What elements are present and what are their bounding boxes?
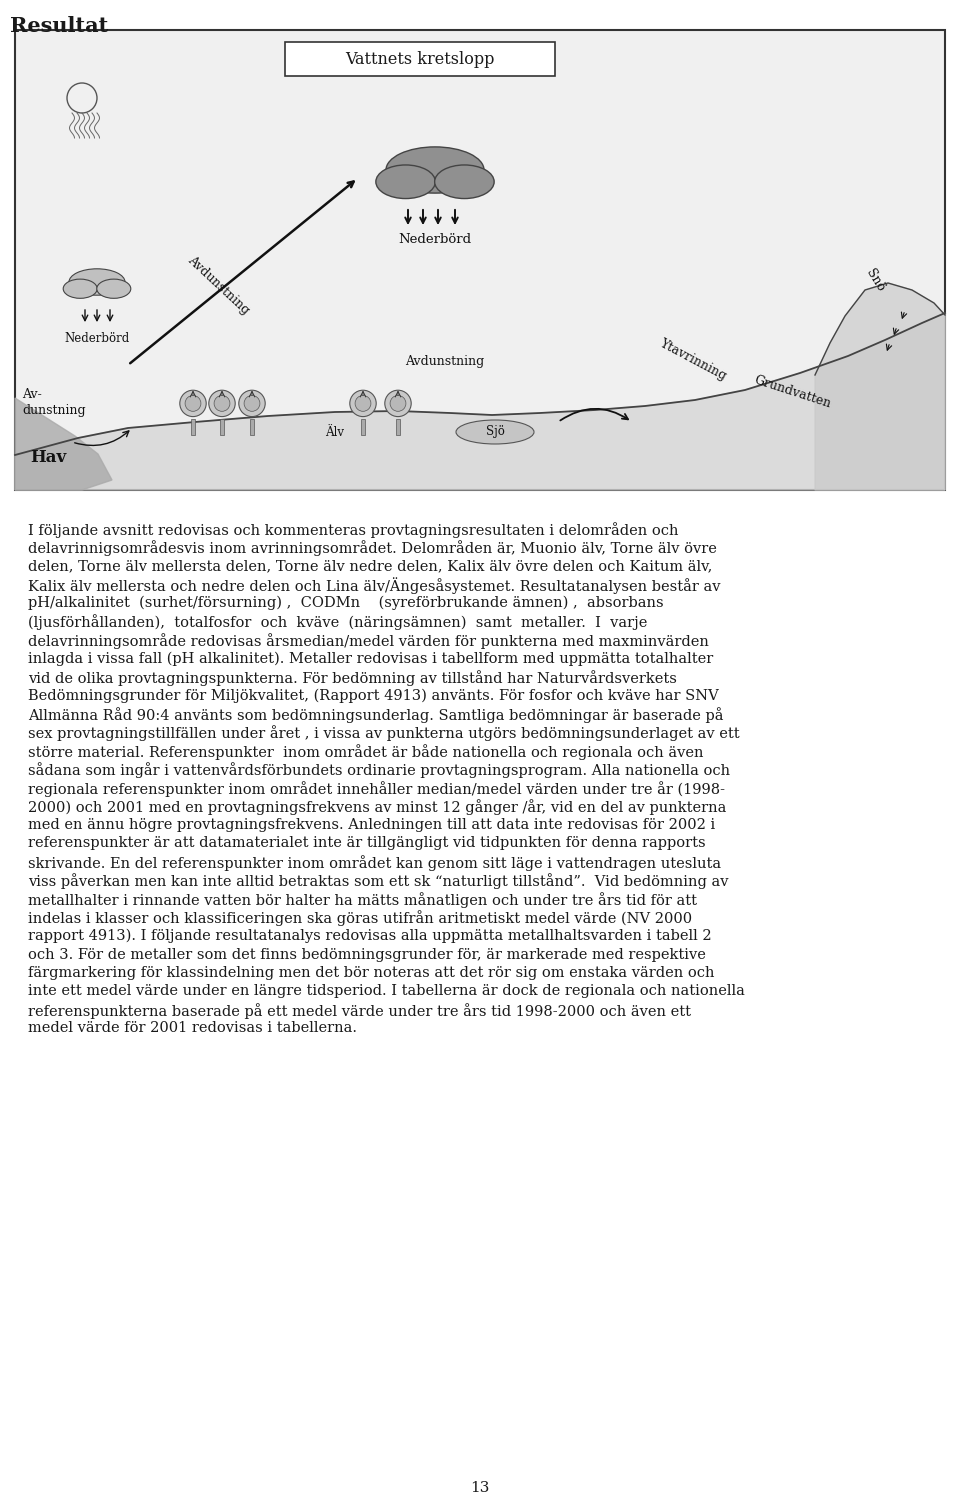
Text: större material. Referenspunkter  inom området är både nationella och regionala : större material. Referenspunkter inom om… xyxy=(28,744,704,761)
Circle shape xyxy=(355,395,371,412)
Text: referenspunkterna baserade på ett medel värde under tre års tid 1998-2000 och äv: referenspunkterna baserade på ett medel … xyxy=(28,1003,691,1019)
Ellipse shape xyxy=(63,279,97,299)
Text: Resultat: Resultat xyxy=(10,17,108,36)
Text: medel värde för 2001 redovisas i tabellerna.: medel värde för 2001 redovisas i tabelle… xyxy=(28,1022,357,1035)
Circle shape xyxy=(214,395,230,412)
Text: Ytavrinning: Ytavrinning xyxy=(658,337,729,383)
Ellipse shape xyxy=(386,146,484,193)
Text: rapport 4913). I följande resultatanalys redovisas alla uppmätta metallhaltsvard: rapport 4913). I följande resultatanalys… xyxy=(28,930,711,943)
Text: Sjö: Sjö xyxy=(486,426,504,439)
Bar xyxy=(15,30,945,490)
Text: Vattnets kretslopp: Vattnets kretslopp xyxy=(346,50,494,68)
Bar xyxy=(250,420,254,435)
Ellipse shape xyxy=(456,420,534,444)
Circle shape xyxy=(390,395,406,412)
Text: I följande avsnitt redovisas och kommenteras provtagningsresultaten i delområden: I följande avsnitt redovisas och komment… xyxy=(28,522,679,537)
Text: (ljusförhållanden),  totalfosfor  och  kväve  (näringsämnen)  samt  metaller.  I: (ljusförhållanden), totalfosfor och kväv… xyxy=(28,614,647,631)
Ellipse shape xyxy=(69,269,125,296)
Text: skrivande. En del referenspunkter inom området kan genom sitt läge i vattendrage: skrivande. En del referenspunkter inom o… xyxy=(28,856,721,871)
Text: Hav: Hav xyxy=(30,450,66,466)
Text: 2000) och 2001 med en provtagningsfrekvens av minst 12 gånger /år, vid en del av: 2000) och 2001 med en provtagningsfrekve… xyxy=(28,800,727,815)
Text: inte ett medel värde under en längre tidsperiod. I tabellerna är dock de regiona: inte ett medel värde under en längre tid… xyxy=(28,984,745,999)
Text: viss påverkan men kan inte alltid betraktas som ett sk “naturligt tillstånd”.  V: viss påverkan men kan inte alltid betrak… xyxy=(28,874,729,889)
Polygon shape xyxy=(15,398,112,490)
Text: Älv: Älv xyxy=(325,426,345,439)
Text: Avdunstning: Avdunstning xyxy=(405,355,485,368)
Circle shape xyxy=(185,395,201,412)
Text: inlagda i vissa fall (pH alkalinitet). Metaller redovisas i tabellform med uppmä: inlagda i vissa fall (pH alkalinitet). M… xyxy=(28,652,713,665)
Circle shape xyxy=(239,391,265,416)
Bar xyxy=(361,420,365,435)
Text: delavrinnigsområdesvis inom avrinningsområdet. Delområden är, Muonio älv, Torne : delavrinnigsområdesvis inom avrinningsom… xyxy=(28,540,717,557)
Text: Snö: Snö xyxy=(863,267,887,294)
Text: sådana som ingår i vattenvårdsförbundets ordinarie provtagningsprogram. Alla nat: sådana som ingår i vattenvårdsförbundets… xyxy=(28,762,731,779)
Ellipse shape xyxy=(376,164,435,199)
Bar xyxy=(191,420,195,435)
Text: och 3. För de metaller som det finns bedömningsgrunder för, är markerade med res: och 3. För de metaller som det finns bed… xyxy=(28,948,706,961)
Ellipse shape xyxy=(97,279,131,299)
Text: Bedömningsgrunder för Miljökvalitet, (Rapport 4913) använts. För fosfor och kväv: Bedömningsgrunder för Miljökvalitet, (Ra… xyxy=(28,688,719,703)
Circle shape xyxy=(209,391,235,416)
Text: med en ännu högre provtagningsfrekvens. Anledningen till att data inte redovisas: med en ännu högre provtagningsfrekvens. … xyxy=(28,818,715,831)
Text: vid de olika provtagningspunkterna. För bedömning av tillstånd har Naturvårdsver: vid de olika provtagningspunkterna. För … xyxy=(28,670,677,687)
Text: Nederbörd: Nederbörd xyxy=(398,232,471,246)
Text: Allmänna Råd 90:4 använts som bedömningsunderlag. Samtliga bedömningar är basera: Allmänna Råd 90:4 använts som bedömnings… xyxy=(28,708,724,723)
Text: 13: 13 xyxy=(470,1480,490,1495)
Text: Kalix älv mellersta och nedre delen och Lina älv/Ängesåsystemet. Resultatanalyse: Kalix älv mellersta och nedre delen och … xyxy=(28,578,721,595)
Text: Av-
dunstning: Av- dunstning xyxy=(22,388,85,416)
Text: sex provtagningstillfällen under året , i vissa av punkterna utgörs bedömningsun: sex provtagningstillfällen under året , … xyxy=(28,726,739,741)
Bar xyxy=(220,420,225,435)
Polygon shape xyxy=(815,284,945,490)
Bar xyxy=(396,420,400,435)
Polygon shape xyxy=(15,312,945,490)
Circle shape xyxy=(180,391,206,416)
Text: delen, Torne älv mellersta delen, Torne älv nedre delen, Kalix älv övre delen oc: delen, Torne älv mellersta delen, Torne … xyxy=(28,558,712,573)
Text: färgmarkering för klassindelning men det bör noteras att det rör sig om enstaka : färgmarkering för klassindelning men det… xyxy=(28,966,714,979)
Circle shape xyxy=(385,391,411,416)
Text: Avdunstning: Avdunstning xyxy=(184,254,252,317)
Circle shape xyxy=(349,391,376,416)
Bar xyxy=(285,42,555,75)
Text: indelas i klasser och klassificeringen ska göras utifrån aritmetiskt medel värde: indelas i klasser och klassificeringen s… xyxy=(28,910,692,927)
Ellipse shape xyxy=(435,164,494,199)
Text: delavrinningsområde redovisas årsmedian/medel värden för punkterna med maxminvär: delavrinningsområde redovisas årsmedian/… xyxy=(28,632,708,649)
Text: referenspunkter är att datamaterialet inte är tillgängligt vid tidpunkten för de: referenspunkter är att datamaterialet in… xyxy=(28,836,706,851)
Text: regionala referenspunkter inom området innehåller median/medel värden under tre : regionala referenspunkter inom området i… xyxy=(28,782,725,797)
Text: pH/alkalinitet  (surhet/försurning) ,  CODMn    (syreförbrukande ämnen) ,  absor: pH/alkalinitet (surhet/försurning) , COD… xyxy=(28,596,663,611)
Text: metallhalter i rinnande vatten bör halter ha mätts månatligen och under tre års : metallhalter i rinnande vatten bör halte… xyxy=(28,892,697,908)
Text: Grundvatten: Grundvatten xyxy=(752,373,832,410)
Circle shape xyxy=(244,395,260,412)
Text: Nederbörd: Nederbörd xyxy=(64,332,130,346)
